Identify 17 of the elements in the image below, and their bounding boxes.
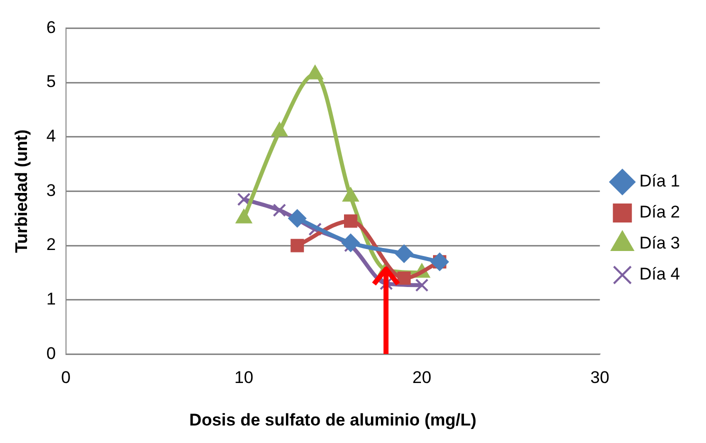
legend-label: Día 2: [639, 202, 680, 222]
x-tick-label: 10: [234, 368, 254, 388]
legend-label: Día 4: [639, 264, 680, 284]
x-tick-label: 20: [412, 368, 432, 388]
y-tick-label: 3: [46, 180, 56, 200]
y-axis-title: Turbiedad (unt): [12, 130, 31, 253]
legend-label: Día 3: [639, 234, 680, 253]
y-tick-label: 0: [46, 344, 56, 363]
y-tick-label: 1: [46, 290, 56, 309]
x-tick-label: 0: [61, 368, 71, 388]
y-tick-label: 2: [46, 235, 56, 254]
y-tick-label: 6: [46, 18, 56, 37]
legend-label: Día 1: [639, 172, 680, 191]
x-axis-title: Dosis de sulfato de aluminio (mg/L): [189, 410, 476, 430]
y-tick-label: 4: [46, 126, 56, 146]
y-tick-label: 5: [46, 72, 56, 92]
x-tick-label: 30: [590, 368, 610, 388]
